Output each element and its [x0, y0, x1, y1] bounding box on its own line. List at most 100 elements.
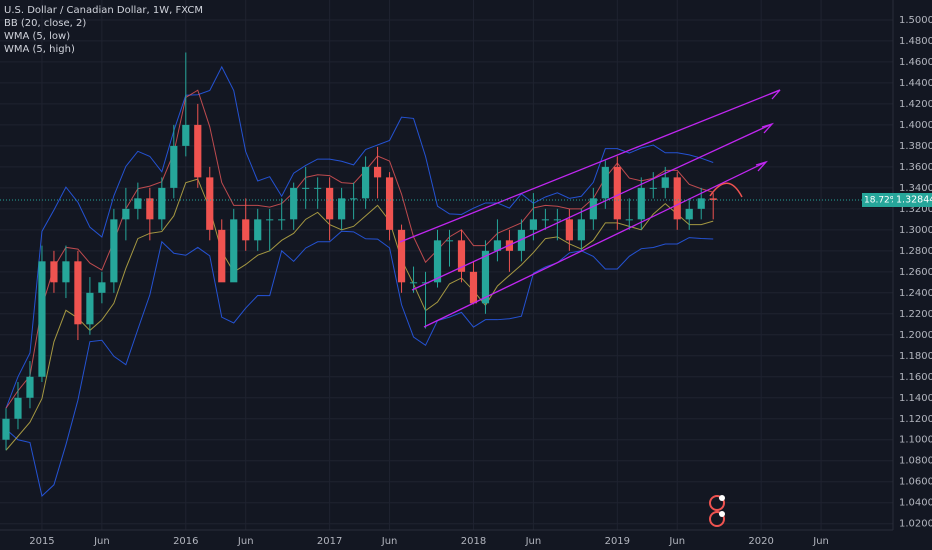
candle-body — [565, 219, 573, 241]
candle-body — [278, 219, 286, 221]
x-tick-label: 2019 — [605, 536, 630, 547]
candle-body — [445, 240, 454, 242]
candle-body — [122, 208, 130, 220]
candle-body — [242, 219, 250, 241]
candle-body — [350, 198, 358, 200]
change-label: 18.72% — [864, 195, 899, 205]
y-tick-label: 1.22000 — [899, 309, 932, 320]
candle-body — [170, 145, 178, 188]
candle-body — [589, 198, 597, 220]
y-tick-label: 1.38000 — [899, 141, 932, 152]
candle-body — [266, 219, 274, 221]
y-tick-label: 1.42000 — [899, 99, 932, 110]
candle-body — [409, 282, 418, 284]
indicator-label[interactable]: WMA (5, low) — [4, 31, 70, 42]
x-tick-label: 2016 — [173, 536, 198, 547]
trend-channel — [399, 89, 781, 328]
candle-body — [230, 219, 238, 283]
candle-body — [2, 418, 10, 440]
x-tick-label: 2017 — [317, 536, 342, 547]
candle-body — [661, 177, 669, 188]
candle-body — [338, 198, 346, 220]
y-tick-label: 1.48000 — [899, 36, 932, 47]
x-tick-label: Jun — [381, 536, 398, 547]
candle-body — [673, 177, 681, 220]
candle-body — [50, 261, 58, 283]
candle-body — [14, 397, 22, 419]
candle-body — [182, 124, 190, 146]
candle-body — [26, 376, 34, 398]
bollinger-lower — [5, 230, 714, 497]
candle-body — [302, 187, 310, 189]
candle-body — [649, 187, 657, 189]
projection — [709, 182, 743, 198]
price-label: 1.32844 — [896, 194, 932, 205]
indicator-label[interactable]: BB (20, close, 2) — [4, 18, 86, 29]
candle-body — [421, 282, 430, 284]
y-tick-label: 1.50000 — [899, 15, 932, 26]
symbol-title[interactable]: U.S. Dollar / Canadian Dollar, 1W, FXCM — [4, 5, 203, 16]
y-tick-label: 1.20000 — [899, 330, 932, 341]
y-tick-label: 1.32000 — [899, 204, 932, 215]
candle-body — [529, 219, 537, 230]
candle-body — [397, 229, 406, 283]
y-tick-label: 1.40000 — [899, 120, 932, 131]
x-tick-label: 2020 — [748, 536, 773, 547]
candle-body — [361, 166, 370, 199]
candle-body — [326, 187, 334, 220]
x-tick-label: Jun — [93, 536, 110, 547]
price-tag-box — [893, 192, 932, 207]
y-tick-label: 1.08000 — [899, 456, 932, 467]
candle-body — [541, 219, 549, 221]
y-tick-label: 1.16000 — [899, 372, 932, 383]
candle-body — [709, 198, 717, 200]
y-tick-label: 1.28000 — [899, 246, 932, 257]
y-tick-label: 1.46000 — [899, 57, 932, 68]
y-tick-label: 1.34000 — [899, 183, 932, 194]
wma-low — [5, 178, 714, 451]
candle-body — [218, 229, 226, 283]
candle-body — [194, 124, 202, 178]
y-tick-label: 1.18000 — [899, 351, 932, 362]
candle-body — [134, 198, 142, 209]
candle-body — [158, 187, 166, 220]
candle-body — [697, 198, 705, 209]
candle-body — [74, 261, 82, 325]
y-tick-label: 1.44000 — [899, 78, 932, 89]
candle-body — [685, 208, 693, 220]
candle-body — [457, 240, 466, 272]
y-tick-label: 1.26000 — [899, 267, 932, 278]
candle-body — [110, 219, 118, 283]
candle-body — [254, 219, 262, 241]
event-markers — [709, 495, 725, 527]
indicator-label[interactable]: WMA (5, high) — [4, 44, 75, 55]
candle-body — [98, 282, 106, 293]
candle-body — [373, 166, 382, 178]
candle-body — [625, 219, 633, 221]
y-tick-label: 1.02000 — [899, 519, 932, 530]
y-tick-label: 1.30000 — [899, 225, 932, 236]
x-tick-label: 2015 — [29, 536, 54, 547]
candle-body — [469, 271, 478, 304]
candle-body — [206, 177, 214, 230]
candle-body — [38, 261, 46, 377]
candle-body — [517, 229, 526, 251]
y-tick-label: 1.04000 — [899, 498, 932, 509]
x-tick-label: Jun — [237, 536, 254, 547]
candle-body — [86, 292, 94, 325]
bollinger-upper — [5, 65, 714, 409]
candle-body — [577, 219, 585, 241]
candle-body — [601, 166, 609, 199]
x-tick-label: Jun — [668, 536, 685, 547]
y-tick-label: 1.24000 — [899, 288, 932, 299]
candle-body — [553, 219, 561, 221]
candle-body — [62, 261, 70, 283]
x-tick-label: 2018 — [461, 536, 486, 547]
change-tag — [862, 192, 893, 207]
candle-body — [290, 187, 298, 220]
y-tick-label: 1.06000 — [899, 477, 932, 488]
candle-body — [385, 177, 394, 230]
candle-body — [493, 240, 502, 251]
candle-body — [433, 240, 442, 283]
